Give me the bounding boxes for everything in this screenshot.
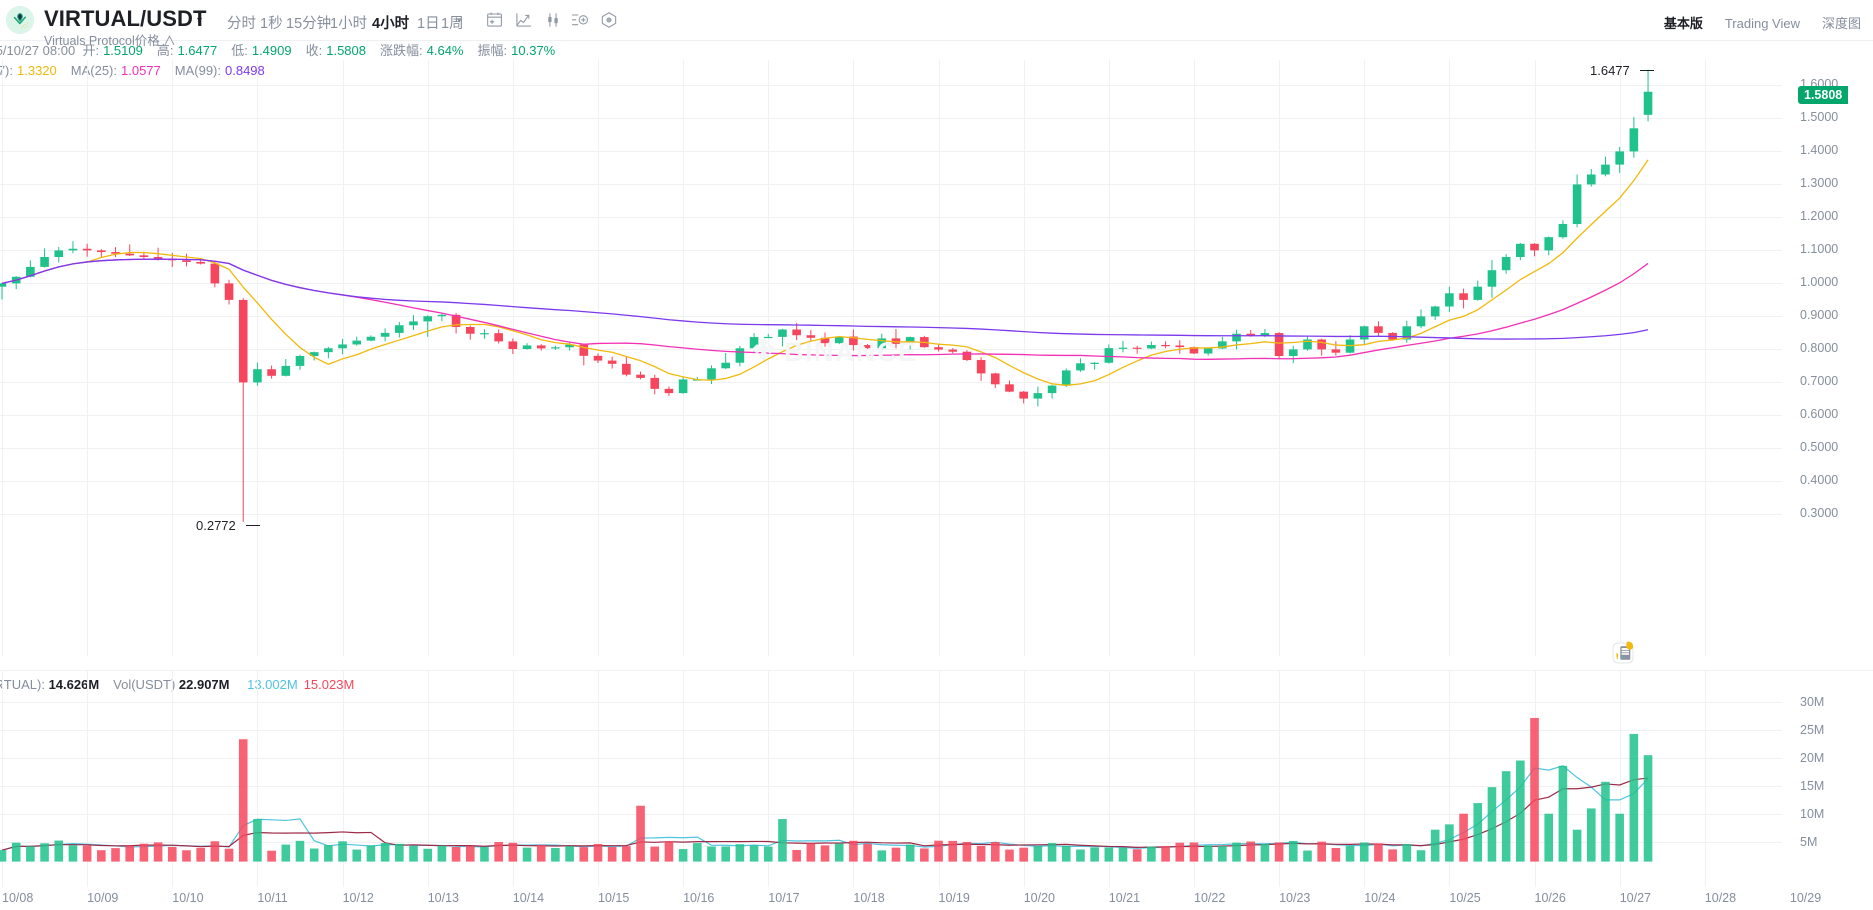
svg-text:BINANCE: BINANCE [784,337,918,367]
